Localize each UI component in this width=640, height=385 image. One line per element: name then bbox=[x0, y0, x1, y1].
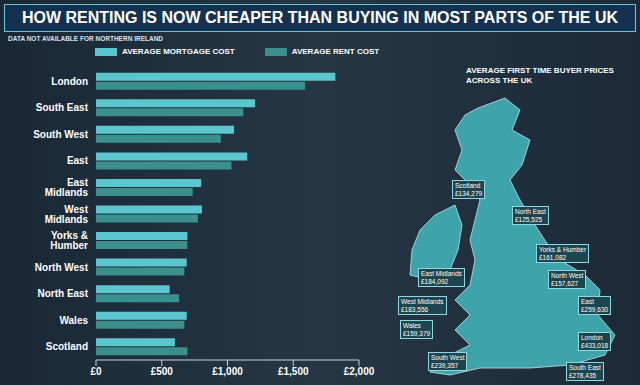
html-text:£278,435: £278,435 bbox=[569, 371, 597, 379]
html-text:£184,092: £184,092 bbox=[421, 277, 449, 285]
html-text:£239,357: £239,357 bbox=[431, 361, 459, 369]
html-text:£161,082: £161,082 bbox=[539, 253, 567, 261]
html-text:London: London bbox=[581, 334, 603, 341]
html-text:East Midlands: East Midlands bbox=[421, 270, 462, 277]
svg-text:North West: North West bbox=[35, 262, 89, 273]
html-text:Yorks & Humber: Yorks & Humber bbox=[539, 246, 587, 253]
svg-text:East: East bbox=[67, 155, 89, 166]
html-text:South West: South West bbox=[431, 354, 465, 361]
html-text:AVERAGE RENT COST: AVERAGE RENT COST bbox=[291, 47, 380, 56]
svg-text:£1,500: £1,500 bbox=[278, 366, 309, 377]
svg-text:WestMidlands: WestMidlands bbox=[45, 204, 89, 225]
html-text:South East: South East bbox=[569, 364, 601, 371]
html-text:AVERAGE FIRST TIME BUYER PRICE: AVERAGE FIRST TIME BUYER PRICES ACROSS T… bbox=[466, 66, 614, 85]
html-text:£134,279: £134,279 bbox=[455, 189, 483, 197]
html-text:West Midlands: West Midlands bbox=[401, 298, 444, 305]
svg-text:South West: South West bbox=[33, 129, 88, 140]
html-text:£125,525: £125,525 bbox=[515, 215, 543, 223]
svg-text:North East: North East bbox=[37, 288, 88, 299]
html-text:Scotland: Scotland bbox=[455, 182, 481, 189]
svg-text:£1,000: £1,000 bbox=[212, 366, 243, 377]
svg-text:South East: South East bbox=[36, 102, 89, 113]
html-text:£159,379: £159,379 bbox=[403, 329, 431, 337]
svg-text:London: London bbox=[51, 76, 88, 87]
html-text:East: East bbox=[581, 298, 594, 305]
svg-text:£500: £500 bbox=[151, 366, 174, 377]
html-text:DATA NOT AVAILABLE FOR NORTHER: DATA NOT AVAILABLE FOR NORTHERN IRELAND bbox=[8, 35, 163, 42]
svg-text:£0: £0 bbox=[90, 366, 102, 377]
html-text:£183,556: £183,556 bbox=[401, 305, 429, 313]
svg-text:Wales: Wales bbox=[59, 315, 88, 326]
html-text:£157,627: £157,627 bbox=[551, 279, 579, 287]
html-text:HOW RENTING IS NOW CHEAPER THA: HOW RENTING IS NOW CHEAPER THAN BUYING I… bbox=[21, 9, 619, 26]
html-text:£433,018: £433,018 bbox=[581, 341, 609, 349]
svg-text:Yorks &Humber: Yorks &Humber bbox=[50, 230, 88, 251]
html-text:North East: North East bbox=[515, 208, 546, 215]
html-text:Wales: Wales bbox=[403, 322, 421, 329]
html-text:£259,630: £259,630 bbox=[581, 305, 609, 313]
svg-text:Scotland: Scotland bbox=[46, 341, 88, 352]
svg-text:EastMidlands: EastMidlands bbox=[45, 177, 89, 198]
html-text:AVERAGE MORTGAGE COST: AVERAGE MORTGAGE COST bbox=[122, 47, 235, 56]
html-text:North West: North West bbox=[551, 272, 584, 279]
svg-text:£2,000: £2,000 bbox=[344, 366, 375, 377]
